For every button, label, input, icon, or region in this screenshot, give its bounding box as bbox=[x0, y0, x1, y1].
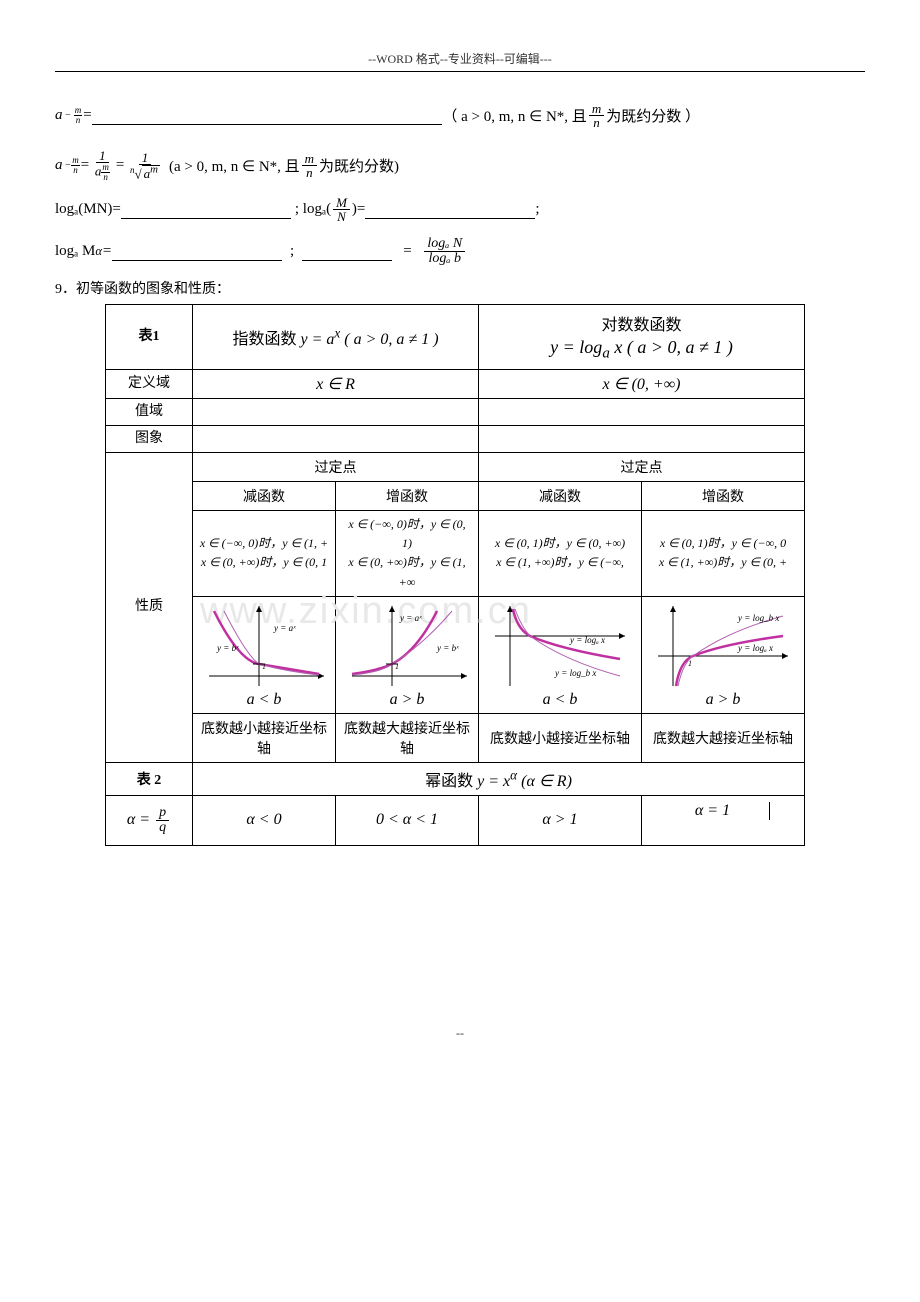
log-inc-cell: x ∈ (0, 1)时，y ∈ (−∞, 0 x ∈ (1, +∞)时，y ∈ … bbox=[642, 510, 805, 596]
alpha-01: 0 < α < 1 bbox=[336, 795, 479, 845]
t1-label: 表1 bbox=[106, 305, 193, 370]
cob-den: logₐ b bbox=[426, 252, 464, 266]
graph-exp bbox=[193, 425, 479, 452]
log-dec-hdr: 减函数 bbox=[479, 481, 642, 510]
page-footer: -- bbox=[55, 1026, 865, 1041]
eq1: = bbox=[80, 157, 90, 174]
cond-1b: 为既约分数 ） bbox=[606, 105, 700, 126]
exp-den: n bbox=[75, 116, 82, 125]
svg-text:y = log_b x: y = log_b x bbox=[737, 613, 779, 623]
exp-dec-cell: x ∈ (−∞, 0)时，y ∈ (1, + x ∈ (0, +∞)时，y ∈ … bbox=[193, 510, 336, 596]
alpha-eq-1: α = 1 bbox=[642, 795, 805, 845]
log-mn: logₐ(MN)= bbox=[55, 201, 121, 218]
eq4a: = bbox=[102, 243, 112, 260]
alpha-gt-1: α > 1 bbox=[479, 795, 642, 845]
mn-num: M bbox=[333, 196, 350, 210]
fixed-point-log: 过定点 bbox=[479, 452, 805, 481]
cond-frac-num: m bbox=[589, 102, 604, 116]
svg-text:y = aˣ: y = aˣ bbox=[399, 613, 422, 623]
base-small-1: 底数越小越接近坐标轴 bbox=[193, 713, 336, 762]
f2-num: 1 bbox=[139, 151, 152, 165]
f2-den: n√am bbox=[127, 165, 163, 180]
page-header: --WORD 格式--专业资料--可编辑--- bbox=[55, 50, 865, 72]
svg-text:1: 1 bbox=[395, 662, 399, 671]
svg-text:y = logₐ x: y = logₐ x bbox=[569, 635, 605, 645]
t2-label: 表 2 bbox=[106, 762, 193, 795]
f1-den: amn bbox=[92, 163, 113, 182]
c2-num: m bbox=[302, 152, 317, 166]
graph-label: 图象 bbox=[106, 425, 193, 452]
semi-4: ; bbox=[290, 243, 294, 260]
svg-text:1: 1 bbox=[262, 662, 266, 671]
alpha-pq: α = p q bbox=[106, 795, 193, 845]
svg-text:1: 1 bbox=[688, 659, 692, 668]
mn-den: N bbox=[334, 210, 349, 223]
exp-header: 指数函数 y = ax ( a > 0, a ≠ 1 ) bbox=[193, 305, 479, 370]
f1-num: 1 bbox=[96, 149, 109, 163]
graph-log-dec: y = logₐ x y = log_b x a < b bbox=[479, 596, 642, 713]
cond-2a: (a > 0, m, n ∈ N*, 且 bbox=[169, 155, 300, 176]
log-frac-close: )= bbox=[352, 201, 365, 218]
formula-line-3: logₐ(MN)= ; logₐ( M N )= ; bbox=[55, 196, 865, 223]
svg-text:y = aˣ: y = aˣ bbox=[273, 623, 296, 633]
eq4b: = bbox=[402, 243, 412, 260]
log-frac-open: ; logₐ( bbox=[295, 201, 331, 218]
graph-log bbox=[479, 425, 805, 452]
range-exp bbox=[193, 398, 479, 425]
exp-dec-svg: y = aˣ y = bˣ 1 bbox=[199, 601, 329, 691]
graph-exp-inc: y = aˣ y = bˣ 1 a > b bbox=[336, 596, 479, 713]
fixed-point-exp: 过定点 bbox=[193, 452, 479, 481]
exp-dec-hdr: 减函数 bbox=[193, 481, 336, 510]
domain-exp: x ∈ R bbox=[193, 369, 479, 398]
var-a: a bbox=[55, 107, 63, 124]
domain-log: x ∈ (0, +∞) bbox=[479, 369, 805, 398]
cond-frac-den: n bbox=[590, 116, 603, 129]
svg-text:y = log_b x: y = log_b x bbox=[554, 668, 596, 678]
blank-4a bbox=[112, 242, 282, 261]
range-label: 值域 bbox=[106, 398, 193, 425]
section-9-title: 9．初等函数的图象和性质： bbox=[55, 278, 865, 298]
cond-1a: （ a > 0, m, n ∈ N*, 且 bbox=[442, 105, 586, 126]
log-m-alpha: logₐ M bbox=[55, 243, 95, 260]
svg-text:y = logₐ x: y = logₐ x bbox=[737, 643, 773, 653]
graph-exp-dec: y = aˣ y = bˣ 1 a < b bbox=[193, 596, 336, 713]
var-a2: a bbox=[55, 157, 63, 174]
log-inc-svg: y = log_b x y = logₐ x 1 bbox=[648, 601, 798, 691]
formula-line-2: a −mn = 1 amn = 1 n√am (a > 0, m, n ∈ N*… bbox=[55, 149, 865, 182]
svg-text:y = bˣ: y = bˣ bbox=[216, 643, 239, 653]
formula-line-4: logₐ Mα = ; = logₐ N logₐ b bbox=[55, 237, 865, 266]
base-large-1: 底数越大越接近坐标轴 bbox=[336, 713, 479, 762]
log-dec-svg: y = logₐ x y = log_b x bbox=[485, 601, 635, 691]
prop-label: 性质 bbox=[106, 452, 193, 762]
range-log bbox=[479, 398, 805, 425]
cob-num: logₐ N bbox=[424, 237, 465, 252]
graph-log-inc: y = log_b x y = logₐ x 1 a > b bbox=[642, 596, 805, 713]
eq: = bbox=[82, 107, 92, 124]
c2-den: n bbox=[303, 166, 316, 179]
blank-3a bbox=[121, 200, 291, 219]
eq2: = bbox=[115, 157, 125, 174]
base-small-2: 底数越小越接近坐标轴 bbox=[479, 713, 642, 762]
cond-2b: 为既约分数) bbox=[319, 155, 399, 176]
domain-label: 定义域 bbox=[106, 369, 193, 398]
exp-inc-hdr: 增函数 bbox=[336, 481, 479, 510]
svg-text:y = bˣ: y = bˣ bbox=[436, 643, 459, 653]
neg-sign: − bbox=[65, 109, 72, 120]
power-fn-header: 幂函数 y = xα (α ∈ R) bbox=[193, 762, 805, 795]
exp-inc-svg: y = aˣ y = bˣ 1 bbox=[342, 601, 472, 691]
alpha-lt-0: α < 0 bbox=[193, 795, 336, 845]
properties-table: 表1 指数函数 y = ax ( a > 0, a ≠ 1 ) 对数数函数 y … bbox=[105, 304, 805, 846]
base-large-2: 底数越大越接近坐标轴 bbox=[642, 713, 805, 762]
blank-1 bbox=[92, 106, 442, 125]
log-header: 对数数函数 y = loga x ( a > 0, a ≠ 1 ) bbox=[479, 305, 805, 370]
formula-line-1: a − m n = （ a > 0, m, n ∈ N*, 且 m n 为既约分… bbox=[55, 102, 865, 129]
semi-3: ; bbox=[535, 201, 539, 218]
log-inc-hdr: 增函数 bbox=[642, 481, 805, 510]
exp-inc-cell: x ∈ (−∞, 0)时，y ∈ (0, 1) x ∈ (0, +∞)时，y ∈… bbox=[336, 510, 479, 596]
blank-3b bbox=[365, 200, 535, 219]
blank-4b bbox=[302, 242, 392, 261]
log-dec-cell: x ∈ (0, 1)时，y ∈ (0, +∞) x ∈ (1, +∞)时，y ∈… bbox=[479, 510, 642, 596]
